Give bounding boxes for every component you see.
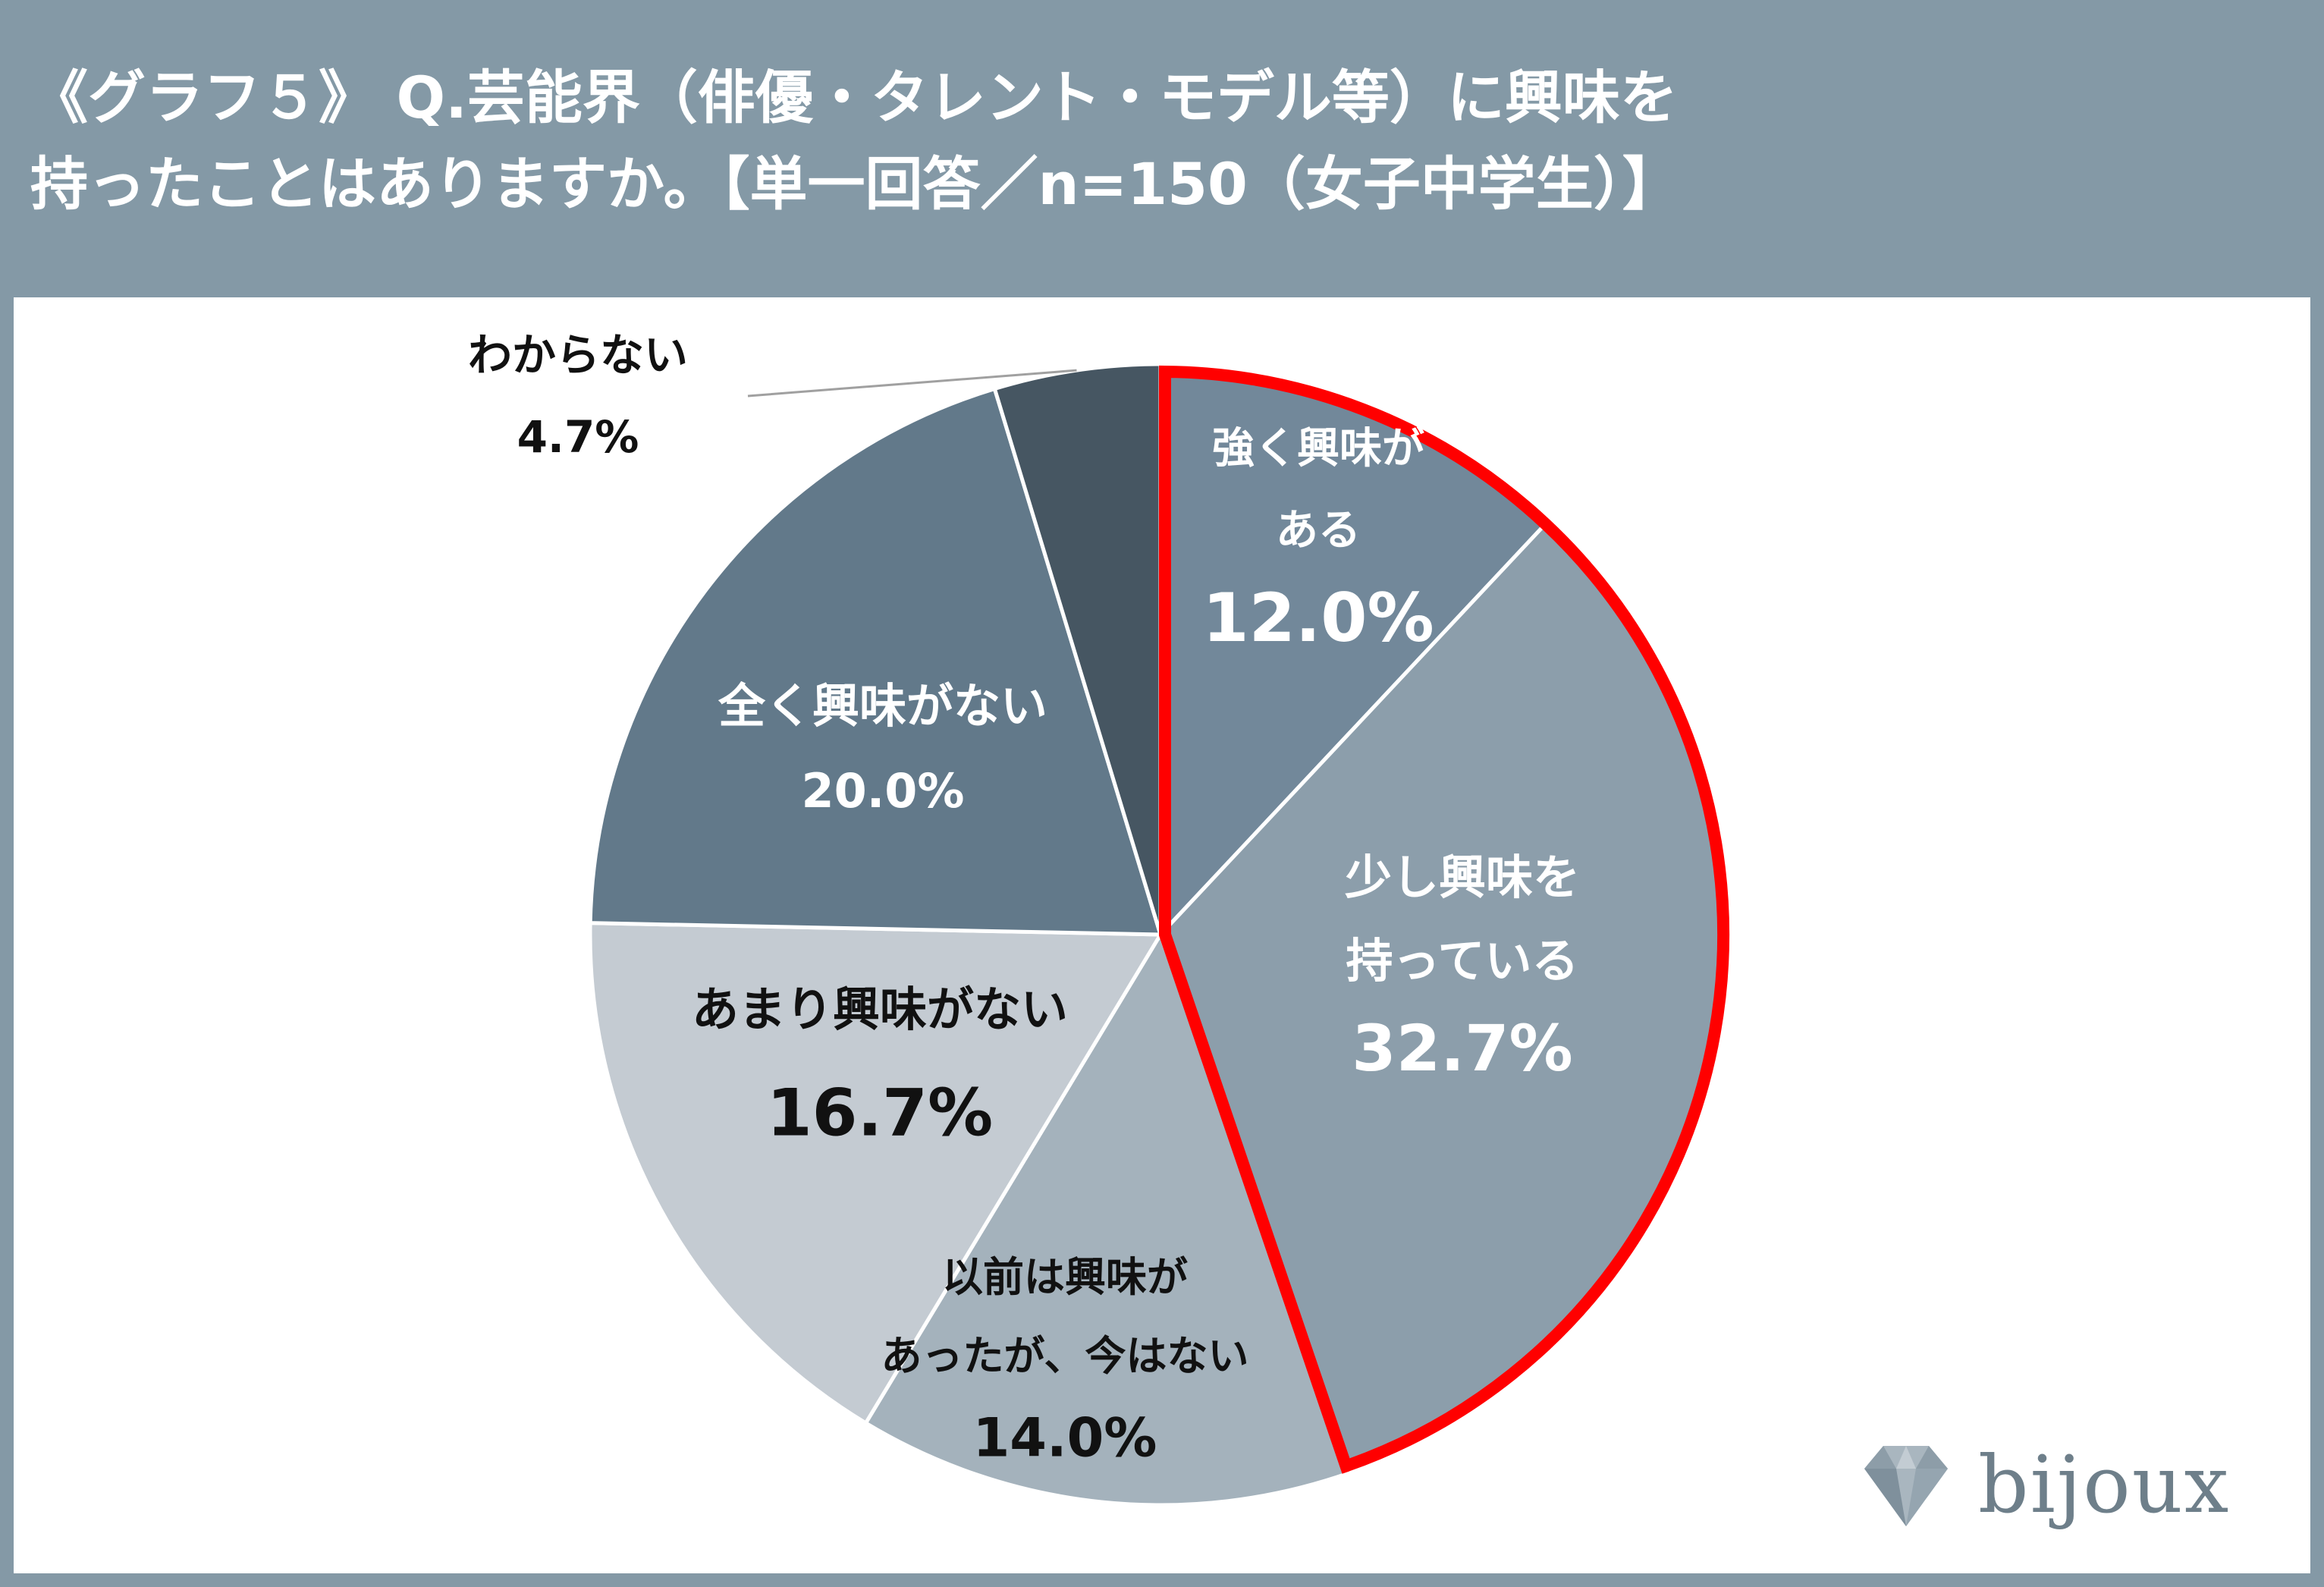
pie-slices [588,362,1733,1507]
slice-label-2-line-1: 少し興味を [1345,850,1580,905]
slice-label-3-line-1: 以前は興味が [942,1253,1188,1301]
highlight-outline [1159,365,1730,1474]
slice-label-1-line-2: ある [1276,506,1361,555]
highlight-outline-group [1159,365,1730,1474]
title-line-2: 持ったことはありますか。【単一回答／n=150（女子中学生）】 [30,150,1680,218]
slice-label-3-line-2: あったが、今はない [881,1332,1249,1380]
slice-value-6: 4.7% [517,411,639,463]
pie-slice-4 [588,921,1164,1426]
slice-label-6-line-1: わからない [468,329,688,381]
chart-panel: 強く興味がある 12.0% 少し興味を持っている 32.7% 以前は興味があったが、今は… [14,297,2310,1573]
slice-value-2: 32.7% [1352,1011,1572,1086]
pie-slice-5 [588,386,1164,937]
slice-value-3: 14.0% [973,1407,1157,1469]
slice-label-1-line-1: 強く興味が [1212,424,1424,473]
pie-slice-2 [1158,515,1733,1476]
slice-label-4-line-1: あまり興味がない [692,982,1068,1037]
pie-slice-3 [863,930,1351,1507]
pie-slice-1 [1158,362,1553,940]
logo-text: bijoux [1978,1438,2231,1531]
title-line-1: 《グラフ５》 Q.芸能界（俳優・タレント・モデル等）に興味を [30,64,1678,131]
slice-value-4: 16.7% [767,1075,993,1151]
slice-value-1: 12.0% [1202,579,1434,657]
leader-line [747,369,1077,398]
chart-title: 《グラフ５》 Q.芸能界（俳優・タレント・モデル等）に興味を 持ったことはありま… [30,55,2230,228]
diamond-icon [1864,1446,1948,1526]
slice-label-2-line-2: 持っている [1346,933,1579,988]
slice-label-5-line-1: 全く興味がない [718,678,1047,734]
slice-value-5: 20.0% [801,763,964,819]
bijoux-logo: bijoux [1849,1429,2274,1543]
